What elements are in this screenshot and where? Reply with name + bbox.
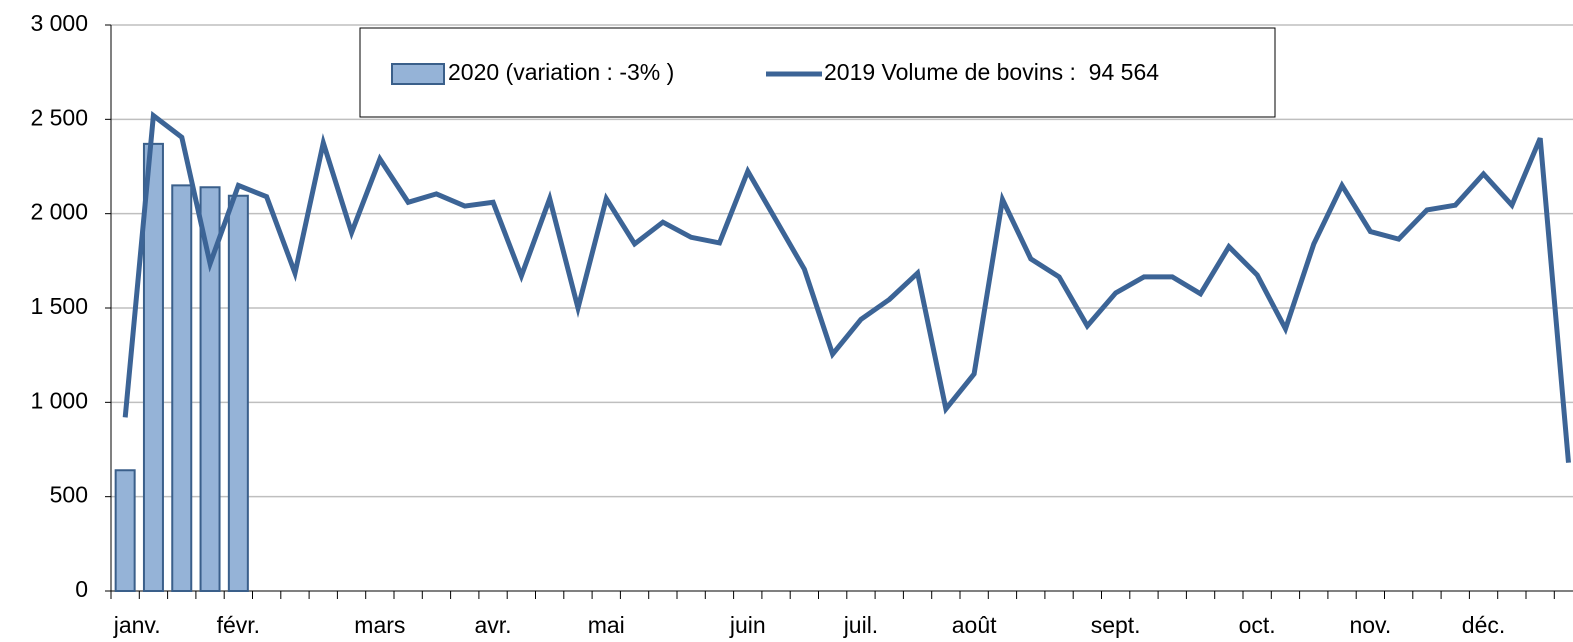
y-tick-label: 2 500 — [30, 104, 88, 130]
bar — [199, 186, 221, 592]
legend-label: 2019 Volume de bovins : 94 564 — [824, 59, 1159, 85]
bar — [142, 142, 164, 593]
x-tick-label: févr. — [217, 612, 260, 638]
x-tick-label: mai — [588, 612, 625, 638]
line-series — [122, 110, 1571, 463]
y-tick-label: 2 000 — [30, 199, 88, 225]
x-tick-label: août — [952, 612, 997, 638]
x-tick-label: avr. — [475, 612, 512, 638]
legend-swatch — [391, 63, 445, 85]
y-tick-label: 0 — [75, 576, 88, 602]
x-tick-label: déc. — [1462, 612, 1505, 638]
x-tick-label: mars — [354, 612, 405, 638]
x-tick-label: janv. — [113, 612, 161, 638]
bar — [227, 194, 249, 592]
y-tick-label: 3 000 — [30, 10, 88, 36]
x-tick-label: nov. — [1349, 612, 1391, 638]
x-tick-label: oct. — [1239, 612, 1276, 638]
y-tick-label: 1 500 — [30, 293, 88, 319]
x-tick-label: juil. — [843, 612, 879, 638]
legend-label: 2020 (variation : -3% ) — [448, 59, 674, 85]
x-tick-label: sept. — [1091, 612, 1141, 638]
x-tick-label: juin — [729, 612, 766, 638]
y-tick-label: 1 000 — [30, 387, 88, 413]
bar — [114, 469, 136, 592]
bar — [171, 184, 193, 592]
y-tick-label: 500 — [50, 482, 88, 508]
